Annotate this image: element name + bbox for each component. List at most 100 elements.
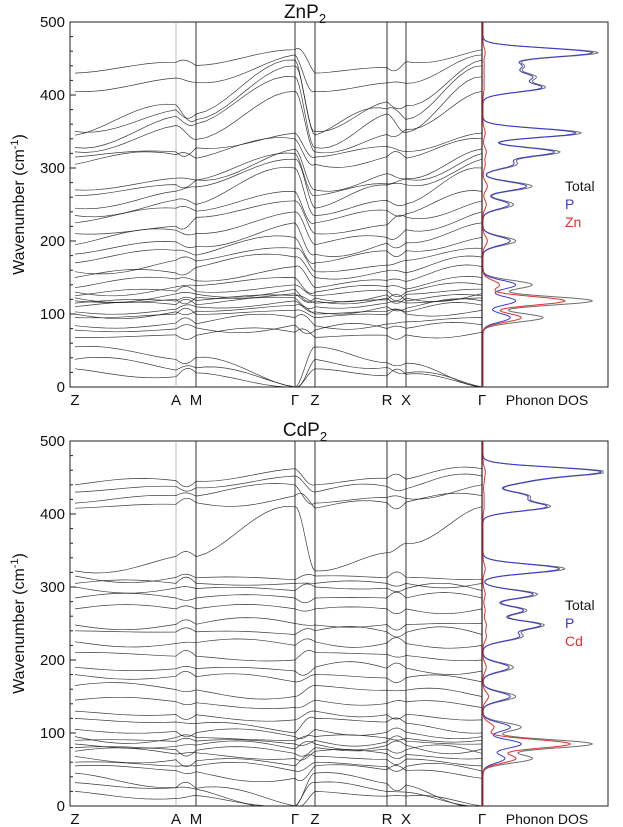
dos-total-line	[482, 22, 600, 387]
kpoint-label: Γ	[478, 811, 486, 827]
phonon-band	[74, 591, 483, 604]
y-axis-label-sup: -1	[9, 558, 21, 568]
phonon-band	[74, 322, 483, 335]
phonon-band	[74, 505, 483, 574]
y-tick-label: 100	[40, 306, 65, 323]
kpoint-label: A	[171, 392, 181, 409]
legend-entry: Cd	[565, 633, 583, 649]
phonon-band	[74, 137, 483, 168]
kpoint-label: A	[171, 811, 181, 827]
dos-metal-line	[482, 22, 566, 387]
kpoint-label: Γ	[291, 811, 299, 827]
phonon-band	[74, 734, 483, 744]
kpoint-label: X	[401, 811, 411, 827]
phonon-band	[74, 696, 483, 709]
phonon-band	[74, 327, 483, 340]
chart-title: ZnP2	[284, 2, 326, 26]
chart-title-main: CdP	[283, 420, 320, 441]
dos-p-line	[482, 22, 594, 387]
phonon-band	[74, 617, 483, 631]
chart-title-subscript: 2	[319, 11, 326, 26]
phonon-band	[74, 222, 483, 257]
legend-entry: Total	[565, 178, 595, 194]
phonon-band	[74, 747, 483, 761]
y-tick-label: 500	[40, 14, 65, 31]
kpoint-label: Z	[70, 392, 79, 409]
y-tick-label: 300	[40, 579, 65, 596]
zn-panel: ZnP2 0 100 200 300 400 500 Wavenumber (cm-1) Z A M…	[9, 2, 609, 409]
kpoint-label: Z	[310, 811, 319, 827]
legend-entry: Zn	[565, 214, 581, 230]
phonon-band	[74, 288, 482, 303]
y-tick-label: 0	[57, 798, 65, 815]
phonon-band	[74, 356, 483, 388]
kpoint-label: Z	[310, 392, 319, 409]
band-curves	[74, 466, 483, 807]
kpoint-label: R	[382, 811, 393, 827]
phonon-band	[74, 754, 483, 767]
phonon-band	[74, 637, 483, 649]
dos-axis-label: Phonon DOS	[506, 392, 589, 408]
chart-title-main: ZnP	[284, 2, 319, 23]
kpoint-label: Γ	[291, 392, 299, 409]
dos-metal-line	[482, 441, 572, 806]
phonon-band	[74, 152, 483, 197]
kpoint-label: M	[190, 811, 203, 827]
phonon-band	[74, 764, 483, 783]
y-tick-label: 0	[57, 379, 65, 396]
phonon-band	[74, 735, 483, 747]
phonon-band	[74, 466, 483, 488]
kpoint-label: M	[190, 392, 203, 409]
phonon-band	[74, 682, 483, 700]
band-curves	[74, 48, 483, 388]
phonon-band	[74, 54, 483, 93]
phonon-band	[74, 247, 483, 275]
plot-frame	[69, 21, 609, 388]
legend-entry: Total	[565, 597, 595, 613]
phonon-band	[74, 298, 483, 315]
phonon-band	[74, 200, 483, 235]
phonon-band	[74, 492, 483, 510]
y-axis-label-end: )	[11, 134, 28, 139]
phonon-band	[74, 604, 483, 615]
phonon-band	[74, 740, 483, 755]
y-tick-label: 200	[40, 233, 65, 250]
y-axis-label-sup: -1	[9, 139, 21, 149]
kpoint-label: R	[382, 392, 393, 409]
phonon-band	[74, 282, 483, 298]
phonon-band	[74, 670, 483, 683]
dos-p-line	[482, 441, 602, 806]
phonon-band	[74, 661, 483, 676]
phonon-band	[74, 313, 482, 330]
y-tick-label: 300	[40, 160, 65, 177]
y-axis-label: Wavenumber (cm-1)	[9, 553, 28, 694]
phonon-band	[74, 576, 483, 589]
y-tick-label: 400	[40, 87, 65, 104]
plot-frame	[69, 440, 609, 807]
y-axis-label-main: Wavenumber (cm	[11, 149, 28, 275]
phonon-band	[74, 650, 483, 662]
phonon-band	[74, 90, 483, 154]
phonon-band	[74, 473, 483, 493]
phonon-band	[74, 744, 483, 757]
phonon-band	[74, 48, 483, 74]
phonon-band	[74, 211, 483, 246]
phonon-band	[74, 582, 483, 594]
phonon-band	[74, 264, 483, 289]
phonon-band	[74, 158, 483, 210]
phonon-band	[74, 368, 483, 388]
phonon-band	[74, 716, 483, 734]
phonon-band	[74, 76, 483, 149]
phonon-band	[74, 710, 483, 722]
phonon-band	[74, 307, 483, 319]
chart-title-subscript: 2	[320, 429, 327, 444]
y-tick-label: 100	[40, 725, 65, 742]
phonon-band	[74, 483, 483, 505]
phonon-band	[74, 571, 482, 583]
phonon-band	[74, 59, 483, 133]
phonon-band	[74, 190, 483, 225]
y-axis-label-main: Wavenumber (cm	[11, 568, 28, 694]
phonon-band	[74, 626, 483, 638]
